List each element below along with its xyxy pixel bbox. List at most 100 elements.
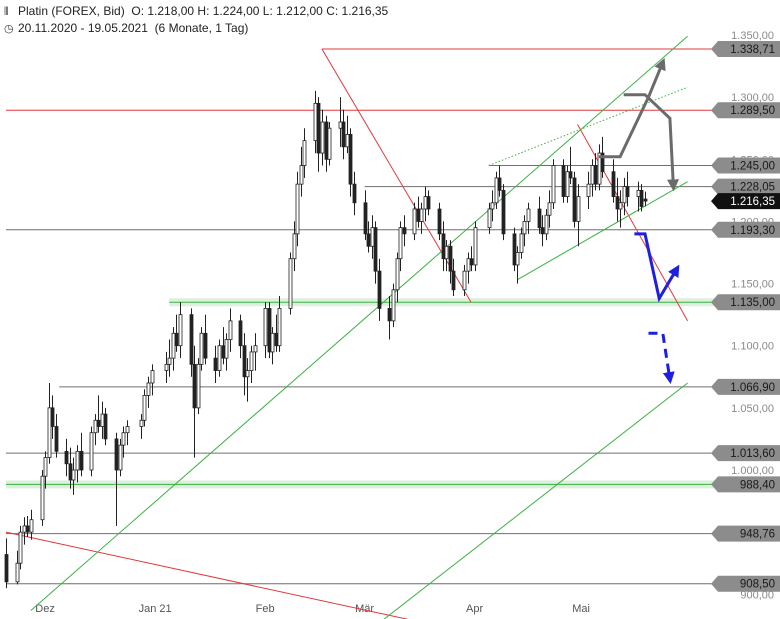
candle-body [313,102,318,142]
level-tag-label: 1.193,30 [730,225,775,237]
candle-body [263,308,268,347]
candle-body [274,332,279,347]
candle-body [590,165,595,185]
candle-body [547,202,552,216]
candle-body [213,357,218,371]
candle-body [568,171,573,179]
trendline [30,35,688,611]
candle-body [29,519,34,533]
candle-body [121,432,126,446]
level-tag-label: 948,76 [740,529,775,541]
candle-body [377,270,382,309]
candle-body [412,208,417,235]
trendline [488,86,688,166]
level-tag-bg [711,157,780,174]
level-tag-label: 1.289,50 [730,105,775,117]
candle-body [253,345,258,353]
y-tick-label: 1.300,00 [731,92,774,104]
candle-body [561,165,566,197]
candle-body [299,165,304,185]
candle-body [636,189,641,197]
candle-body [292,233,297,260]
candle-body [40,475,45,521]
candle-body [565,171,570,197]
candle-body [544,214,549,235]
candle-body [71,469,76,481]
blue-scenario-arrow [648,331,675,385]
candle-body [615,196,620,210]
candle-body [178,314,183,347]
candle-body [494,177,499,204]
candle-body [320,121,325,154]
candle-body [68,463,73,481]
level-tag-label: 1.338,71 [730,44,775,56]
candle-body [171,332,176,359]
candle-body [228,320,233,340]
candle-body [277,308,282,347]
candle-body [242,345,247,378]
candle-body [43,457,48,477]
candle-body [324,121,329,160]
candle-body [18,531,23,564]
candle-body [487,208,492,229]
candle-body [89,432,94,471]
level-tag-label: 1.066,90 [730,382,775,394]
candle-body [402,227,407,235]
candle-body [192,363,197,409]
candle-body [327,127,332,160]
candle-body [622,186,627,204]
candlestick-icon: ⫴ [4,6,9,18]
level-tag-bg [711,41,780,58]
candle-body [593,165,598,185]
candle-body [4,554,9,583]
candle-body [526,208,531,222]
candle-body [75,450,80,471]
date-range: 20.11.2020 - 19.05.2021 [18,21,148,35]
x-tick-label: Mär [355,603,374,615]
level-tag-bg [711,575,780,592]
candle-body [512,233,517,266]
header-range-row: ◷ 20.11.2020 - 19.05.2021 (6 Monate, 1 Ta… [4,20,388,37]
candle-body [444,245,449,260]
candle-body [448,245,453,272]
candle-body [150,370,155,384]
y-tick-label: 1.050,00 [731,403,774,415]
candle-body [174,332,179,347]
candle-body [139,419,144,427]
candle-body [437,208,442,235]
candle-body [537,208,542,229]
candle-body [501,189,506,235]
candle-body [146,382,151,396]
candle-body [217,345,222,371]
candle-body [302,140,307,166]
candle-body [54,426,59,452]
x-tick-label: Mai [572,603,590,615]
candle-body [189,314,194,365]
level-tag-label: 1.228,05 [730,182,775,194]
candle-body [423,196,428,210]
candle-body [469,258,474,266]
header-instrument-row: ⫴ Platin (FOREX, Bid) O: 1.218,00 H: 1.22… [4,3,388,20]
candle-body [348,134,353,185]
candle-body [167,357,172,365]
clock-icon: ◷ [4,23,14,35]
candle-body [466,258,471,272]
candle-body [540,227,545,235]
candle-body [238,320,243,347]
candle-body [100,413,105,427]
candle-body [522,221,527,235]
candle-body [249,351,254,371]
candle-body [47,407,52,458]
x-tick-label: Feb [256,603,275,615]
candle-body [25,525,30,533]
gray-scenario-arrow [598,57,666,159]
candle-body [221,345,226,359]
level-tag-bg [711,525,780,542]
level-tag-bg [711,102,780,119]
candle-body [600,152,605,173]
candle-body [586,183,591,197]
candle-body [611,171,616,197]
candle-body [462,270,467,291]
x-tick-label: Apr [466,603,483,615]
